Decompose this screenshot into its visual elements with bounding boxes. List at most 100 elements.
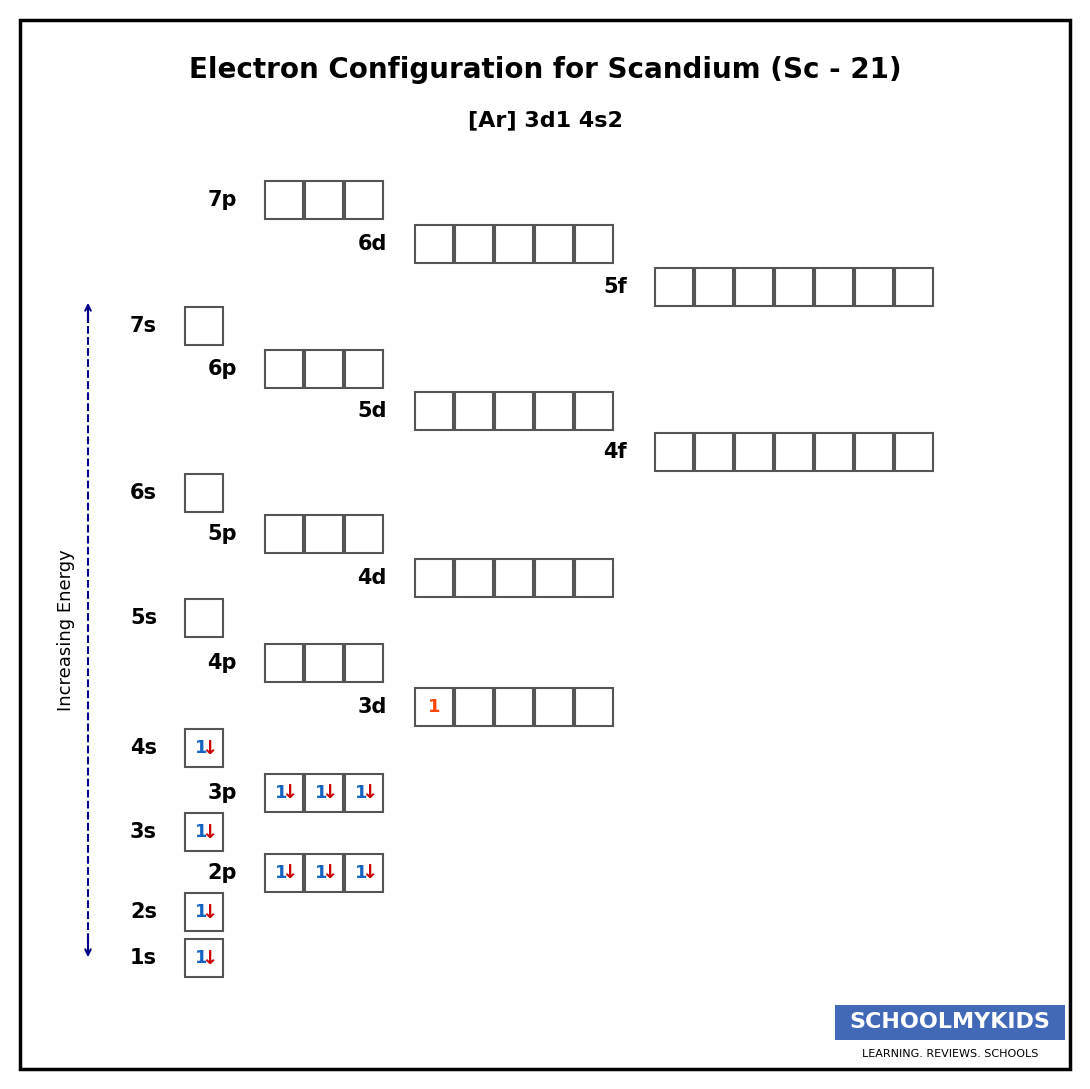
Text: ↓: ↓ bbox=[361, 783, 377, 803]
Bar bbox=[455, 225, 493, 264]
Bar bbox=[535, 559, 573, 597]
Bar bbox=[346, 854, 383, 892]
Text: 3s: 3s bbox=[130, 822, 157, 842]
Text: 1: 1 bbox=[354, 784, 367, 802]
Text: 1: 1 bbox=[275, 864, 288, 882]
Bar bbox=[346, 350, 383, 388]
Text: 1: 1 bbox=[195, 739, 207, 757]
Bar bbox=[495, 225, 533, 264]
Bar bbox=[495, 392, 533, 430]
Bar bbox=[265, 350, 303, 388]
Bar bbox=[835, 1005, 1065, 1040]
Text: LEARNING. REVIEWS. SCHOOLS: LEARNING. REVIEWS. SCHOOLS bbox=[862, 1049, 1038, 1059]
Bar bbox=[346, 644, 383, 682]
Text: 1: 1 bbox=[427, 698, 440, 715]
Text: ↓: ↓ bbox=[281, 783, 298, 803]
Text: 7p: 7p bbox=[207, 189, 237, 210]
Bar bbox=[185, 599, 223, 637]
Text: 5s: 5s bbox=[130, 608, 157, 628]
Bar bbox=[185, 307, 223, 345]
Bar bbox=[695, 268, 732, 306]
Text: 3d: 3d bbox=[358, 697, 387, 717]
Bar bbox=[415, 392, 453, 430]
Text: 6s: 6s bbox=[130, 484, 157, 503]
Bar bbox=[185, 939, 223, 977]
Bar bbox=[305, 181, 343, 219]
Text: 1: 1 bbox=[315, 864, 327, 882]
Bar bbox=[305, 854, 343, 892]
Bar bbox=[576, 225, 613, 264]
Bar bbox=[655, 268, 693, 306]
Bar bbox=[185, 893, 223, 931]
Bar bbox=[855, 268, 893, 306]
Text: 7s: 7s bbox=[130, 316, 157, 337]
Text: 3p: 3p bbox=[207, 783, 237, 803]
Text: ↓: ↓ bbox=[320, 783, 337, 803]
Text: 1: 1 bbox=[195, 823, 207, 841]
Bar bbox=[695, 433, 732, 472]
Bar bbox=[735, 433, 773, 472]
Bar bbox=[346, 181, 383, 219]
Text: 6d: 6d bbox=[358, 234, 387, 254]
Bar bbox=[775, 433, 813, 472]
Text: 2s: 2s bbox=[130, 902, 157, 922]
Text: [Ar] 3d1 4s2: [Ar] 3d1 4s2 bbox=[468, 110, 622, 130]
Text: 4p: 4p bbox=[207, 653, 237, 673]
Text: 1: 1 bbox=[354, 864, 367, 882]
Text: Electron Configuration for Scandium (Sc - 21): Electron Configuration for Scandium (Sc … bbox=[189, 56, 901, 84]
Text: ↓: ↓ bbox=[201, 822, 217, 842]
Text: ↓: ↓ bbox=[281, 864, 298, 882]
Bar bbox=[265, 181, 303, 219]
Text: 1: 1 bbox=[195, 903, 207, 921]
Text: 5f: 5f bbox=[603, 277, 627, 297]
Text: 1: 1 bbox=[195, 949, 207, 967]
Bar bbox=[305, 644, 343, 682]
Bar bbox=[855, 433, 893, 472]
Text: ↓: ↓ bbox=[201, 903, 217, 921]
Text: 2p: 2p bbox=[207, 862, 237, 883]
Bar bbox=[346, 774, 383, 812]
Bar bbox=[265, 854, 303, 892]
Text: 4f: 4f bbox=[604, 442, 627, 462]
Text: ↓: ↓ bbox=[361, 864, 377, 882]
Bar bbox=[415, 688, 453, 726]
Text: SCHOOLMYKIDS: SCHOOLMYKIDS bbox=[849, 1013, 1051, 1032]
Bar bbox=[655, 433, 693, 472]
Bar bbox=[895, 268, 933, 306]
Bar bbox=[576, 392, 613, 430]
Bar bbox=[346, 515, 383, 553]
Text: ↓: ↓ bbox=[201, 949, 217, 967]
Text: 4d: 4d bbox=[358, 568, 387, 588]
Bar bbox=[775, 268, 813, 306]
Text: 1s: 1s bbox=[130, 949, 157, 968]
Bar bbox=[185, 474, 223, 512]
Bar bbox=[455, 392, 493, 430]
Bar bbox=[415, 559, 453, 597]
Text: 4s: 4s bbox=[130, 738, 157, 758]
Text: 1: 1 bbox=[315, 784, 327, 802]
Bar bbox=[576, 688, 613, 726]
Bar bbox=[415, 225, 453, 264]
Bar bbox=[815, 268, 853, 306]
Text: ↓: ↓ bbox=[201, 738, 217, 758]
Bar bbox=[535, 688, 573, 726]
Bar bbox=[265, 515, 303, 553]
Bar bbox=[455, 559, 493, 597]
Text: Increasing Energy: Increasing Energy bbox=[57, 549, 75, 711]
Bar bbox=[305, 774, 343, 812]
Bar bbox=[495, 559, 533, 597]
Bar bbox=[265, 774, 303, 812]
Text: 6p: 6p bbox=[207, 359, 237, 379]
Text: 5p: 5p bbox=[207, 524, 237, 544]
Text: ↓: ↓ bbox=[320, 864, 337, 882]
Bar bbox=[185, 729, 223, 767]
Bar bbox=[305, 515, 343, 553]
Bar bbox=[815, 433, 853, 472]
Bar bbox=[185, 813, 223, 851]
Bar bbox=[576, 559, 613, 597]
Bar bbox=[265, 644, 303, 682]
Bar bbox=[735, 268, 773, 306]
Text: 1: 1 bbox=[275, 784, 288, 802]
Bar bbox=[455, 688, 493, 726]
Bar bbox=[535, 392, 573, 430]
